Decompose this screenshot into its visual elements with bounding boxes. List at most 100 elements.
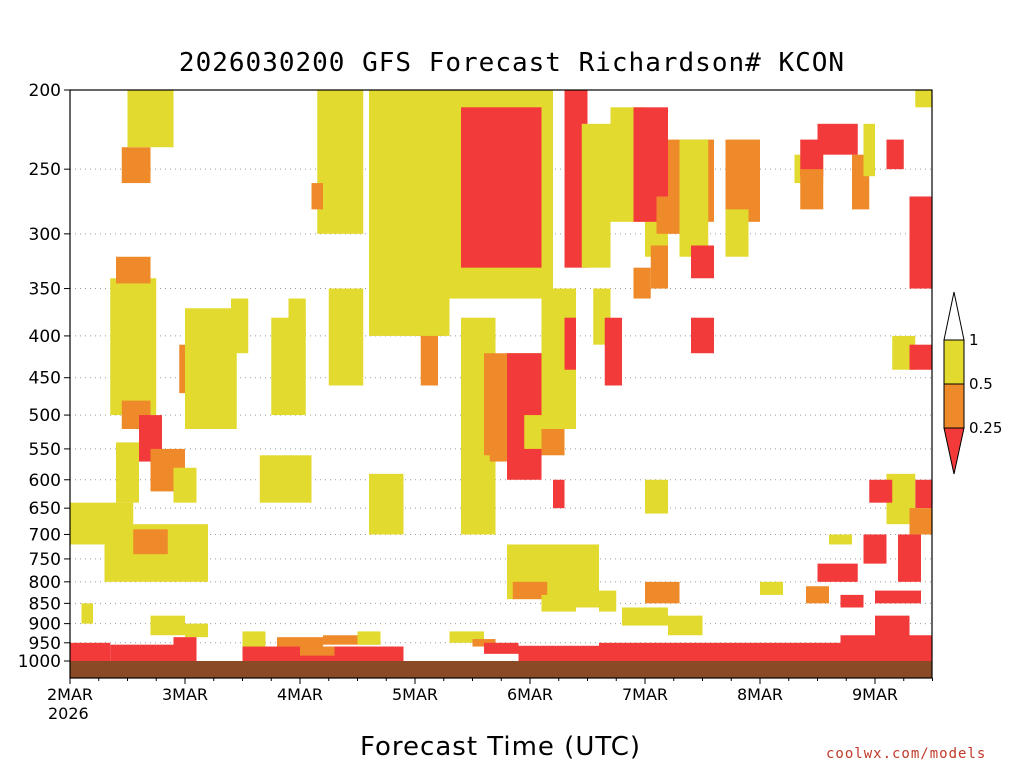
heatmap-cell-red: [909, 344, 932, 370]
y-tick-label: 800: [29, 573, 61, 593]
colorbar-label: 1: [969, 331, 979, 349]
heatmap-cell-yellow: [645, 479, 668, 514]
heatmap-cell-yellow: [915, 90, 932, 108]
heatmap-cell-red: [461, 107, 542, 268]
heatmap-cell-yellow: [127, 90, 174, 148]
y-tick-label: 350: [29, 280, 61, 300]
heatmap-cell-orange: [489, 415, 507, 462]
x-tick-label: 6MAR: [507, 685, 553, 704]
x-axis: 2MAR 3MAR 4MAR 5MAR 6MAR 7MAR 8MAR 9MAR: [47, 678, 933, 704]
heatmap-cell-yellow: [317, 90, 364, 234]
heatmap-cell-orange: [656, 196, 680, 234]
y-tick-label: 200: [29, 81, 61, 101]
x-tick-label: 5MAR: [392, 685, 438, 704]
heatmap-cell-orange: [909, 508, 932, 535]
heatmap-cell-red: [817, 563, 858, 582]
heatmap-cell-orange: [512, 581, 548, 600]
x-tick-label: 9MAR: [852, 685, 898, 704]
x-axis-title: Forecast Time (UTC): [360, 732, 642, 762]
y-tick-label: 400: [29, 327, 61, 347]
heatmap-cell-red: [564, 317, 576, 370]
heatmap-cell-orange: [277, 637, 323, 647]
heatmap-cell-red: [691, 317, 714, 354]
heatmap-cell-orange: [300, 646, 335, 656]
x-tick-label: 8MAR: [737, 685, 783, 704]
heatmap-cell-orange: [650, 245, 668, 289]
heatmap-cell-orange: [725, 139, 760, 222]
y-tick-label: 900: [29, 615, 61, 635]
heatmap-cell-red: [518, 645, 599, 661]
heatmap-cell-yellow: [369, 90, 450, 336]
y-tick-label: 650: [29, 499, 61, 519]
colorbar-label: 0.5: [969, 375, 993, 393]
x-tick-label: 7MAR: [622, 685, 668, 704]
heatmap-cell-orange: [311, 183, 323, 210]
heatmap-cell-red: [915, 479, 932, 509]
y-axis: 200 250 300 350 400 450 500 550 600 650 700 750 8008…: [18, 81, 70, 672]
heatmap-cell-red: [869, 479, 893, 503]
heatmap-cell-orange: [323, 635, 381, 645]
heatmap-cell-red: [691, 245, 714, 279]
heatmap-cell-red: [484, 642, 519, 654]
heatmap-cell-red: [898, 534, 921, 582]
heatmap-cell-yellow: [829, 534, 852, 545]
heatmap-cell-red: [840, 635, 932, 645]
heatmap-cell-red: [70, 642, 111, 661]
heatmap-cell-yellow: [622, 607, 668, 626]
y-tick-label: 600: [29, 471, 61, 491]
y-tick-label: 700: [29, 525, 61, 545]
heatmap-cell-yellow: [576, 568, 599, 608]
y-tick-label: 1000: [18, 652, 61, 672]
source-credit: coolwx.com/models: [826, 746, 987, 762]
heatmap-cell-yellow: [449, 631, 484, 643]
heatmap-cell-red: [599, 642, 932, 661]
colorbar-bin-above-1: [943, 291, 965, 341]
y-tick-label: 750: [29, 550, 61, 570]
heatmap-cell-orange: [116, 256, 151, 284]
heatmap-cell-red: [840, 594, 864, 608]
heatmap-cell-red: [909, 196, 932, 289]
x-tick-label: 2MAR: [47, 685, 93, 704]
heatmap-cell-orange: [472, 639, 496, 647]
heatmap-cell-red: [173, 637, 197, 651]
x-tick-label: 3MAR: [162, 685, 208, 704]
colorbar-bin-0.5-1: [943, 339, 965, 385]
heatmap-cell-yellow: [524, 415, 542, 449]
ground-band: [70, 661, 932, 678]
heatmap-cell-orange: [633, 267, 651, 299]
x-axis-year-label: 2026: [48, 704, 89, 723]
heatmap-cell-yellow: [288, 298, 306, 336]
heatmap-cell-red: [553, 479, 565, 509]
heatmap-cell-yellow: [760, 581, 783, 595]
heatmap-cell-orange: [800, 169, 824, 210]
y-tick-label: 850: [29, 594, 61, 614]
heatmap-cell-yellow: [213, 369, 231, 429]
heatmap-cell-yellow: [357, 631, 381, 645]
heatmap-cell-red: [604, 317, 622, 386]
x-tick-label: 4MAR: [277, 685, 323, 704]
heatmap-cell-orange: [806, 586, 829, 604]
heatmap-cell-yellow: [679, 139, 709, 257]
heatmap-cell-yellow: [81, 603, 93, 624]
heatmap-cell-red: [875, 590, 921, 604]
colorbar-bin-below-0.25: [943, 427, 965, 475]
y-tick-label: 550: [29, 440, 61, 460]
heatmap-cell-yellow: [116, 442, 139, 503]
chart-title: 2026030200 GFS Forecast Richardson# KCON: [178, 48, 846, 78]
heatmap-cell-yellow: [541, 594, 576, 612]
heatmap-cell-yellow: [863, 123, 875, 177]
heatmap-cells: [70, 90, 932, 661]
heatmap-cell-yellow: [150, 615, 185, 636]
heatmap-cell-yellow: [581, 123, 611, 268]
heatmap-cell-yellow: [599, 590, 617, 612]
heatmap-cell-orange: [133, 529, 168, 555]
heatmap-cell-yellow: [328, 288, 364, 386]
colorbar-label: 0.25: [969, 419, 1002, 437]
heatmap-cell-yellow: [110, 278, 157, 416]
heatmap-cell-yellow: [231, 298, 249, 354]
y-tick-label: 300: [29, 225, 61, 245]
heatmap-cell-orange: [121, 147, 151, 184]
y-tick-label: 950: [29, 634, 61, 654]
y-tick-label: 450: [29, 369, 61, 389]
